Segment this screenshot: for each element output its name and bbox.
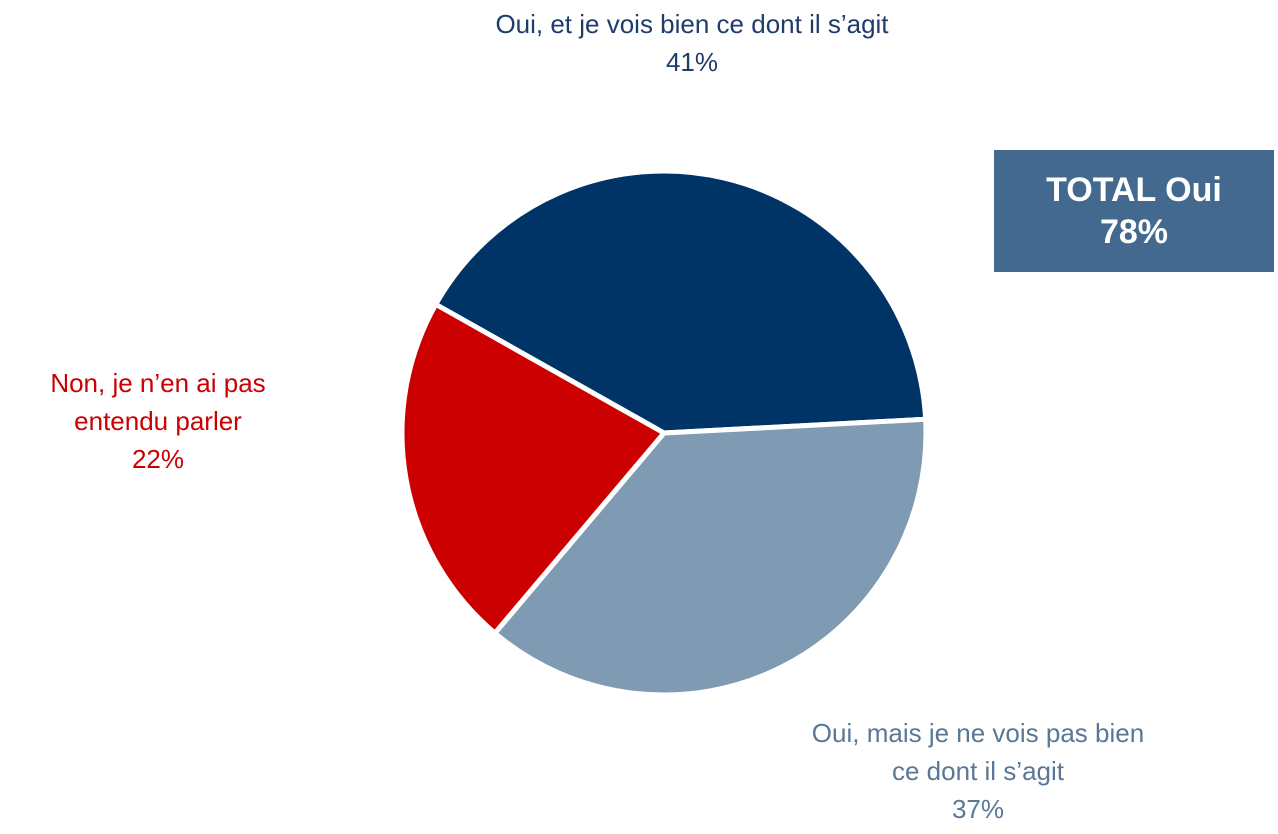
pie-slice: [492, 416, 929, 698]
data-label: Non, je n’en ai pas entendu parler 22%: [3, 364, 313, 478]
slice-name: Non, je n’en ai pas entendu parler: [50, 368, 266, 436]
slice-value: 41%: [665, 47, 719, 77]
data-label: Oui, et je vois bien ce dont il s’agit 41…: [472, 5, 912, 81]
slice-value: 37%: [951, 794, 1005, 824]
total-box: TOTAL Oui 78%: [994, 150, 1274, 272]
total-label: TOTAL Oui: [1046, 171, 1222, 209]
pie-slice: [399, 301, 667, 636]
slice-name: Oui, mais je ne vois pas bien ce dont il…: [811, 718, 1145, 786]
slice-name: Oui, et je vois bien ce dont il s’agit: [495, 9, 889, 39]
total-value: 78%: [1099, 213, 1169, 251]
slice-value: 22%: [131, 444, 185, 474]
pie-slice: [433, 168, 929, 436]
data-label: Oui, mais je ne vois pas bien ce dont il…: [798, 714, 1158, 828]
